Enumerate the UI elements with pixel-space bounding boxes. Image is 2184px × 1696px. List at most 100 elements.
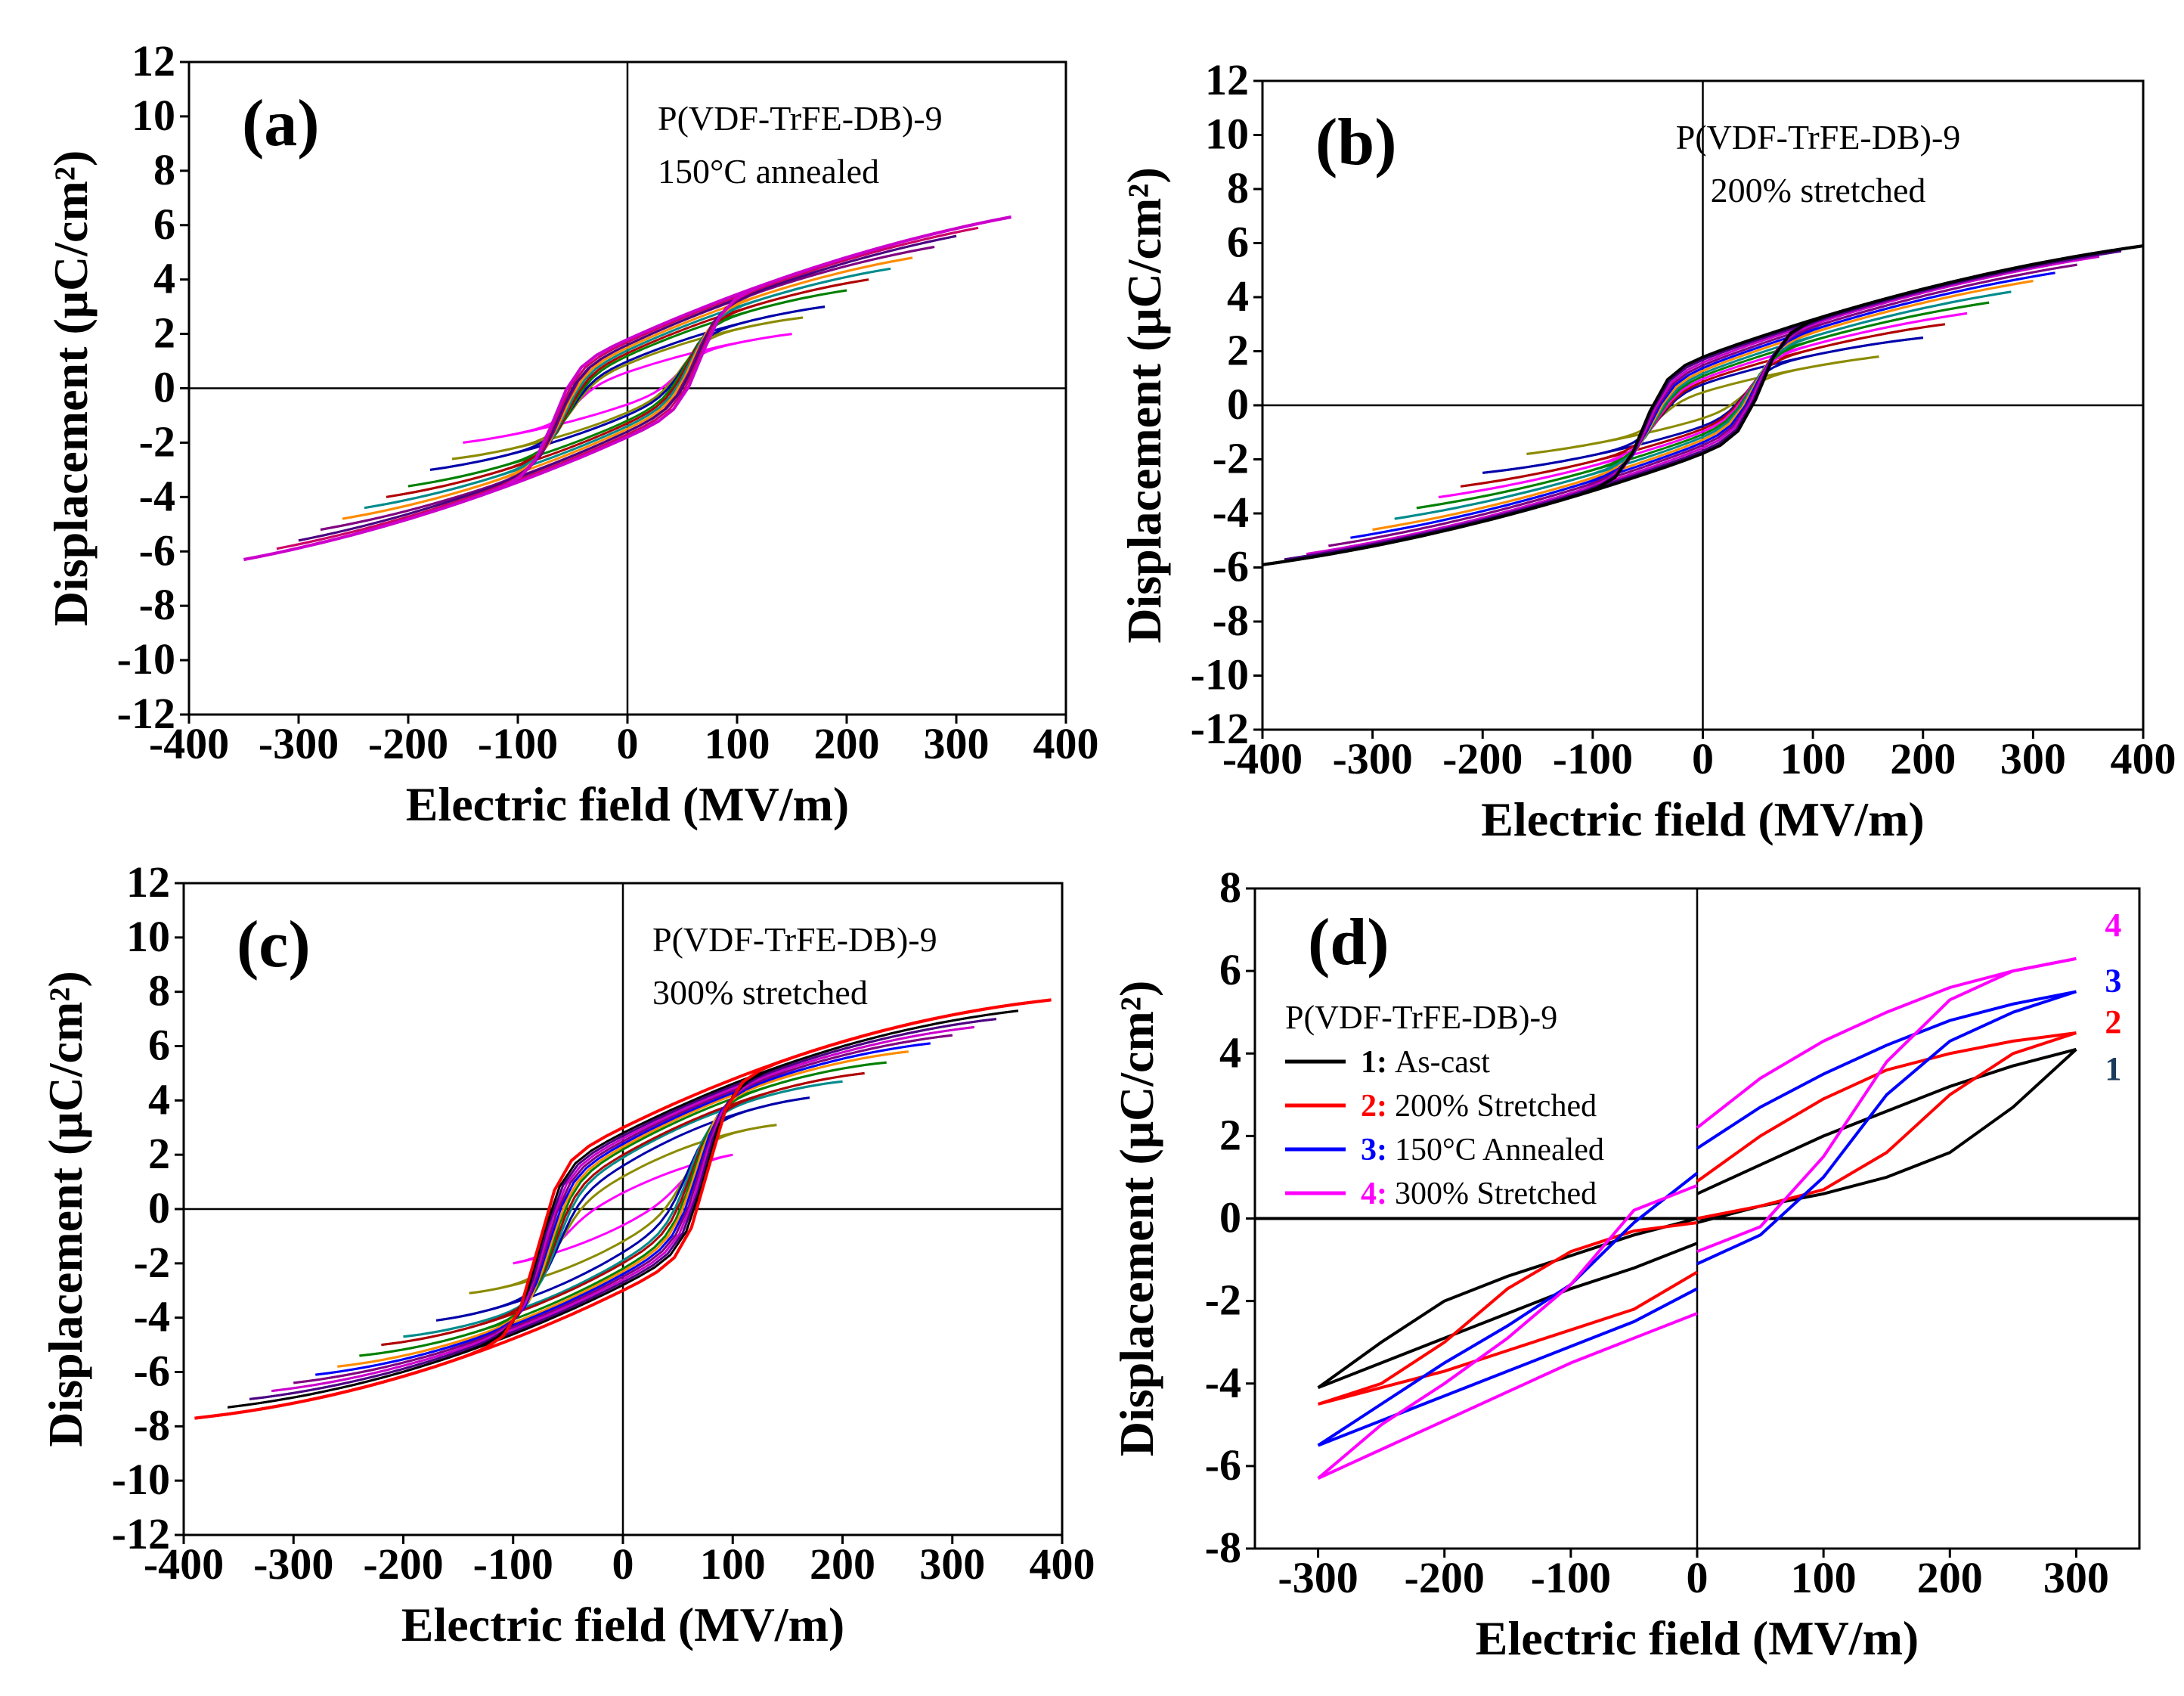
loop-branch xyxy=(1696,957,2077,1130)
series-loop xyxy=(1328,263,2077,547)
loop-branch xyxy=(1317,1287,1698,1447)
end-label: 1 xyxy=(2105,1050,2121,1087)
y-tick-label: 6 xyxy=(148,1021,170,1070)
series-loop xyxy=(1526,355,1879,455)
loop-lower-branch xyxy=(293,1034,953,1384)
y-tick-label: -2 xyxy=(1205,1276,1241,1325)
loop-lower-branch xyxy=(1416,301,1990,510)
y-tick-label: -8 xyxy=(134,1400,170,1450)
legend-name: 300% Stretched xyxy=(1395,1177,1597,1211)
series-loop xyxy=(227,1009,1019,1409)
x-tick-label: -100 xyxy=(1553,734,1633,783)
y-tick-label: -8 xyxy=(139,580,175,629)
series-4 xyxy=(1317,957,2077,1481)
y-tick-label: -6 xyxy=(1213,542,1249,591)
series-loop xyxy=(359,1061,887,1357)
annotation-line: 200% stretched xyxy=(1711,171,1926,209)
series-loop xyxy=(1416,301,1990,510)
x-tick-label: -100 xyxy=(1531,1553,1611,1602)
series-loop xyxy=(463,333,792,444)
panel-b: -400 -300 -200 -100 0 100 200 300 400-12-10-8-6-… xyxy=(1117,55,2176,846)
x-tick-label: 400 xyxy=(1030,1539,1095,1589)
loop-branch xyxy=(1318,1270,1699,1406)
loop-lower-branch xyxy=(451,316,804,460)
x-tick-label: -200 xyxy=(1442,734,1523,783)
y-tick-label: 2 xyxy=(1219,1110,1241,1159)
series-loop xyxy=(435,1096,810,1322)
y-tick-label: 10 xyxy=(132,91,175,140)
x-tick-label: 0 xyxy=(612,1539,634,1589)
legend-name: 150°C Annealed xyxy=(1395,1133,1604,1167)
y-tick-label: -8 xyxy=(1213,596,1249,645)
legend-title: P(VDF-TrFE-DB)-9 xyxy=(1285,999,1557,1036)
loop-lower-branch xyxy=(1460,323,1946,488)
x-tick-label: 300 xyxy=(2000,734,2066,783)
loop-lower-branch xyxy=(243,215,1011,561)
series-loop xyxy=(298,234,957,542)
y-tick-label: 6 xyxy=(1227,218,1249,267)
series-loop xyxy=(469,1124,777,1294)
x-tick-label: -300 xyxy=(1278,1553,1358,1602)
y-tick-label: 2 xyxy=(1227,326,1249,375)
x-tick-label: -400 xyxy=(1222,734,1303,783)
loop-branch xyxy=(1317,1312,1698,1481)
y-tick-label: 0 xyxy=(1219,1193,1241,1242)
x-axis-title: Electric field (MV/m) xyxy=(401,1598,844,1651)
loop-branch xyxy=(1696,1031,2077,1183)
y-tick-label: -6 xyxy=(1205,1440,1241,1490)
loop-lower-branch xyxy=(298,234,957,542)
x-axis-title: Electric field (MV/m) xyxy=(1476,1611,1919,1665)
series-loop xyxy=(293,1034,953,1384)
x-tick-label: 0 xyxy=(617,719,639,768)
x-tick-label: -100 xyxy=(478,719,558,768)
x-tick-label: -300 xyxy=(259,719,339,768)
loop-lower-branch xyxy=(435,1096,810,1322)
y-tick-label: -12 xyxy=(1191,704,1249,753)
x-tick-label: 0 xyxy=(1687,1553,1708,1602)
y-tick-label: -2 xyxy=(139,417,175,466)
annotation-line: P(VDF-TrFE-DB)-9 xyxy=(1676,118,1961,157)
loop-lower-branch xyxy=(1350,271,2055,539)
y-tick-label: 10 xyxy=(126,912,170,961)
y-tick-label: 4 xyxy=(1219,1028,1241,1077)
end-label: 4 xyxy=(2105,907,2121,944)
y-tick-label: 4 xyxy=(153,254,175,303)
legend-number: 3: xyxy=(1361,1133,1387,1167)
loop-lower-branch xyxy=(1262,244,2143,566)
legend-name: 200% Stretched xyxy=(1395,1089,1597,1124)
x-tick-label: 200 xyxy=(1917,1553,1983,1602)
loop-lower-branch xyxy=(1482,336,1923,474)
panel-label: (a) xyxy=(242,87,320,160)
legend-number: 1: xyxy=(1361,1045,1387,1080)
curves xyxy=(243,215,1011,561)
annotation-line: 150°C annealed xyxy=(658,152,879,191)
series-loop xyxy=(1350,271,2055,539)
panel-label: (d) xyxy=(1308,906,1389,979)
y-tick-label: 6 xyxy=(1219,945,1241,994)
loop-branch xyxy=(1317,1242,1698,1390)
loop-lower-branch xyxy=(386,278,869,498)
y-tick-label: 10 xyxy=(1205,110,1249,159)
y-tick-label: -6 xyxy=(134,1347,170,1396)
x-tick-label: 300 xyxy=(2043,1553,2109,1602)
series-loop xyxy=(243,215,1011,561)
x-tick-label: -200 xyxy=(1405,1553,1485,1602)
series-loop xyxy=(194,998,1052,1420)
y-axis-title: Displacement (μC/cm²) xyxy=(1110,981,1163,1457)
series-loop xyxy=(315,1042,931,1376)
loop-branch xyxy=(1696,1031,2077,1220)
y-tick-label: -2 xyxy=(134,1238,170,1287)
series-loop xyxy=(271,1025,974,1393)
loop-lower-branch xyxy=(1438,312,1968,498)
curves xyxy=(194,998,1052,1420)
y-axis-title: Displacement (μC/cm²) xyxy=(39,971,92,1447)
x-tick-label: 400 xyxy=(2111,734,2176,783)
y-tick-label: -10 xyxy=(117,634,175,684)
y-tick-label: 8 xyxy=(148,966,170,1015)
panel-label: (b) xyxy=(1315,106,1397,179)
loop-branch xyxy=(1696,990,2077,1266)
panel-c: -400 -300 -200 -100 0 100 200 300 400-12-10-8-6-… xyxy=(39,857,1095,1651)
end-label: 2 xyxy=(2105,1003,2121,1040)
y-tick-label: 12 xyxy=(126,857,170,907)
y-tick-label: -10 xyxy=(112,1455,170,1504)
